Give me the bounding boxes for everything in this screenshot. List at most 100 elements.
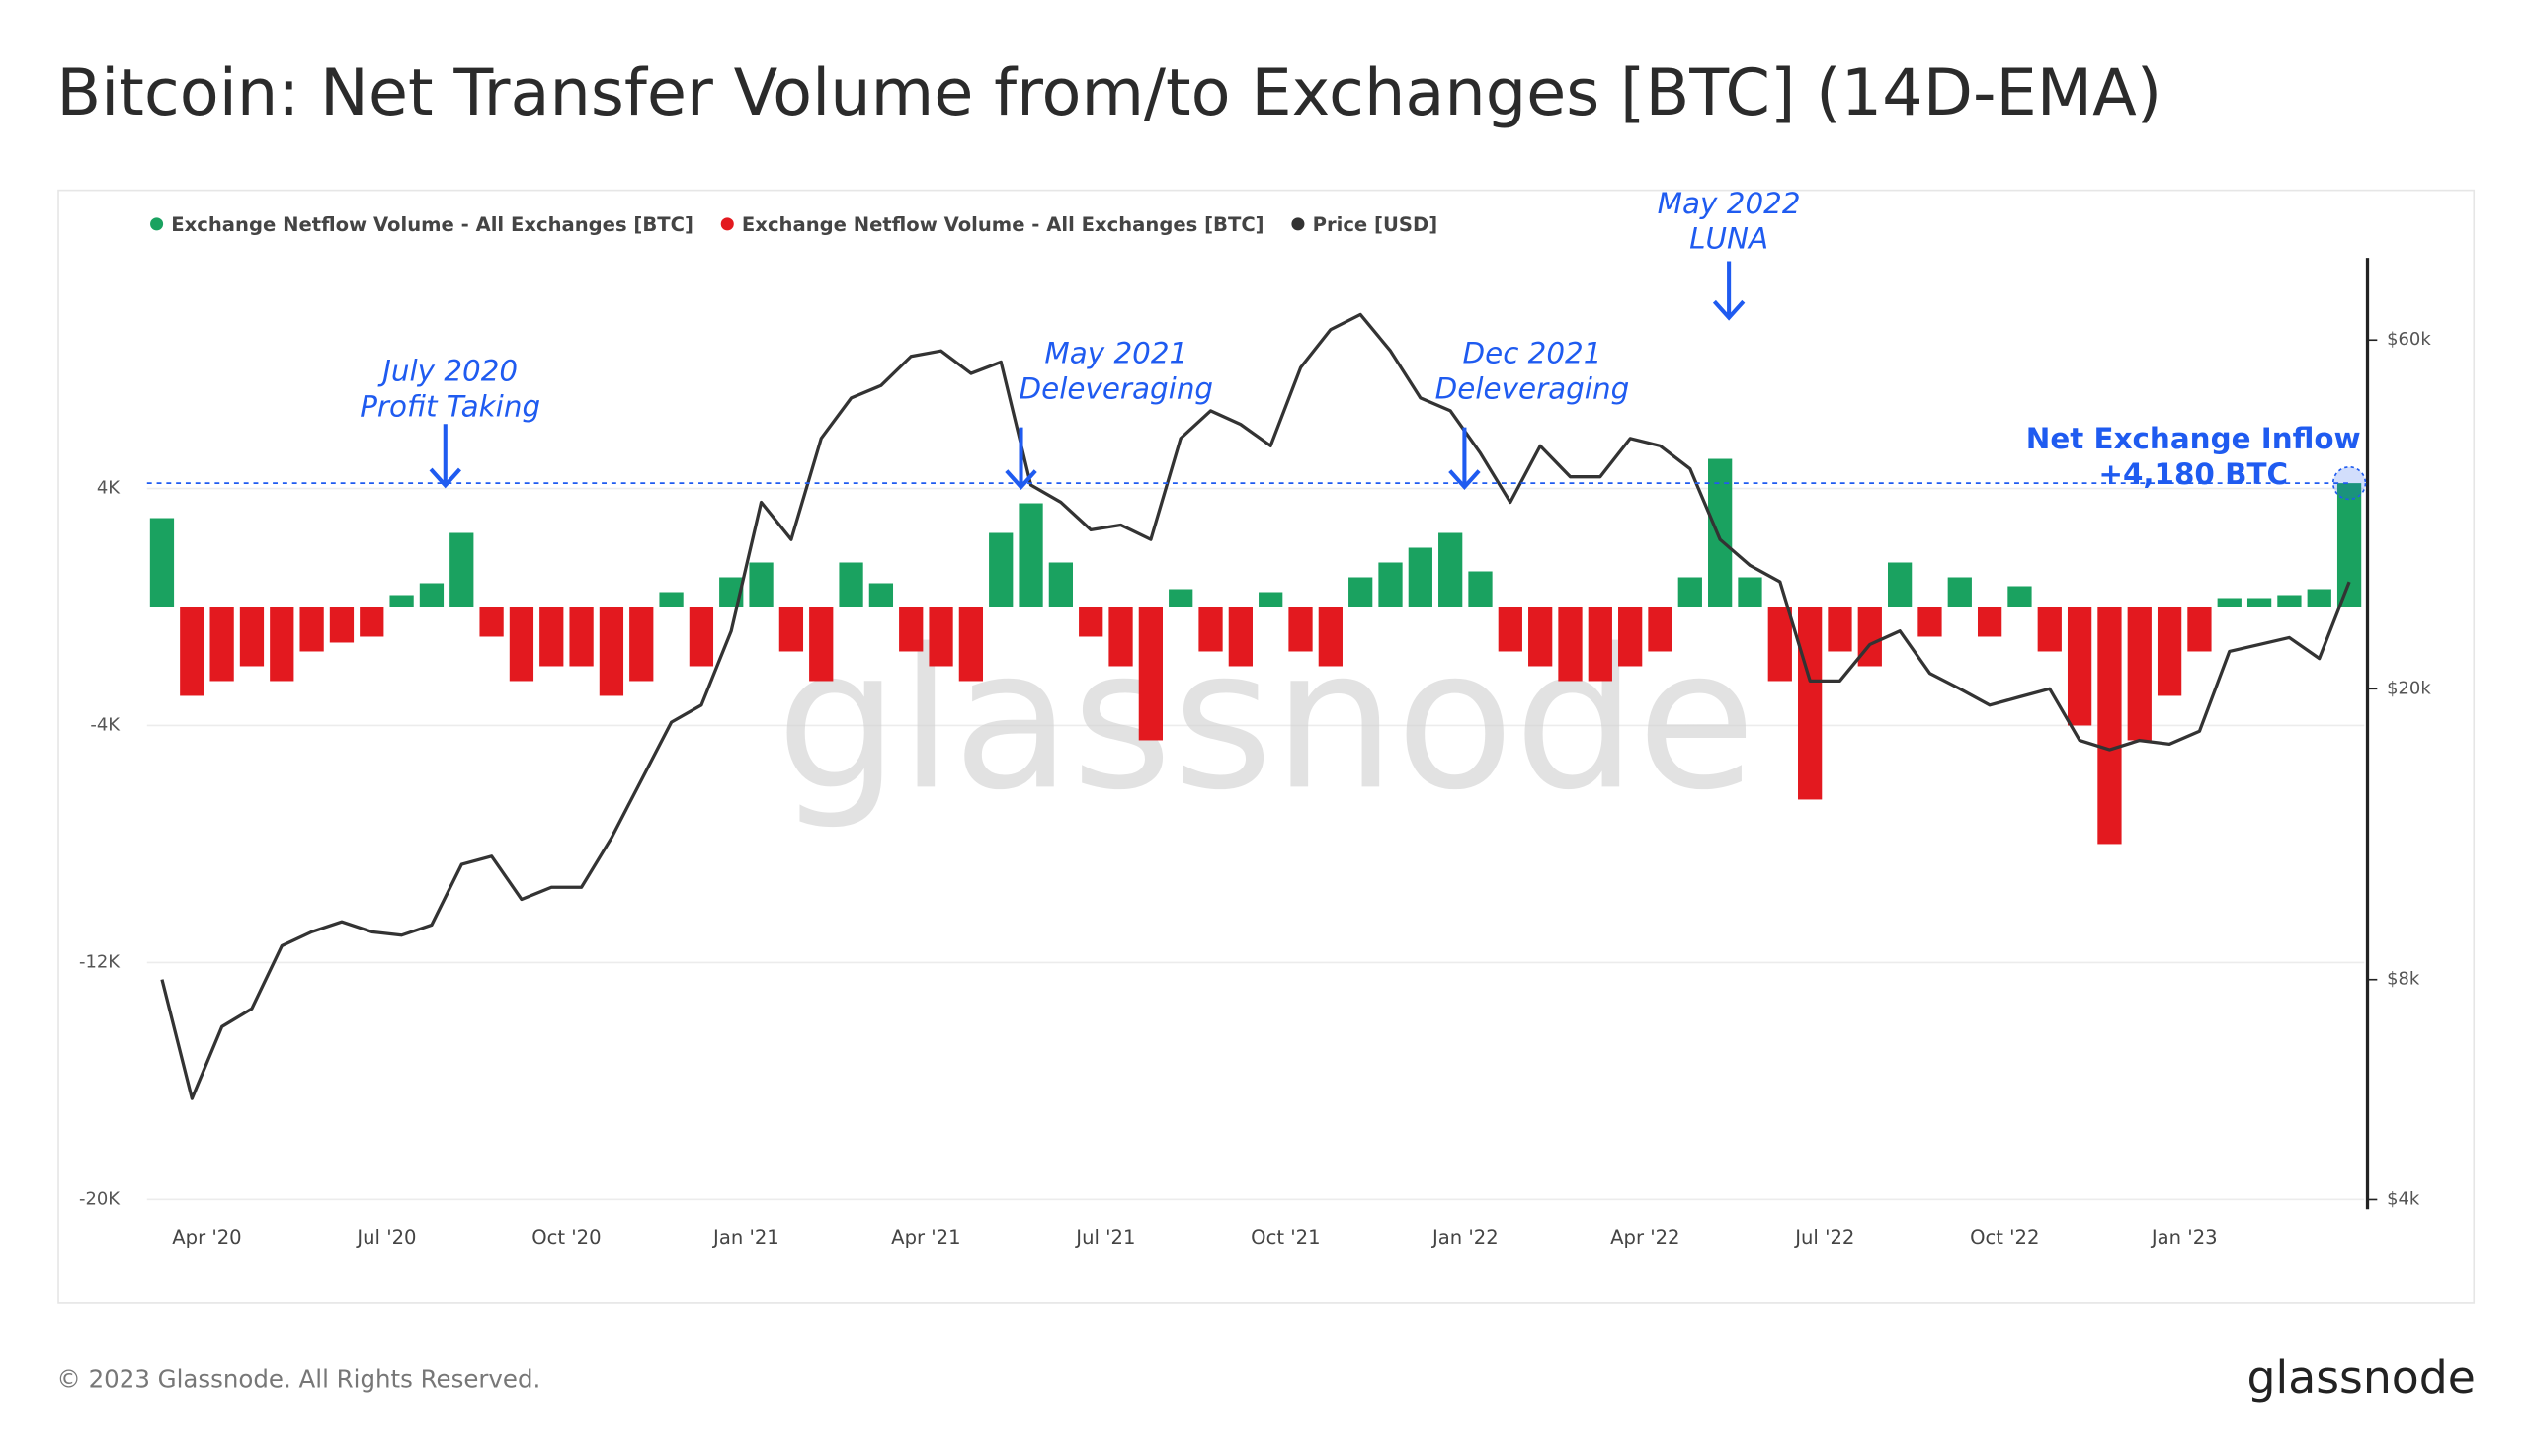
- bar: [479, 607, 504, 637]
- bar: [149, 518, 175, 607]
- bar: [2037, 607, 2062, 652]
- bar: [1798, 607, 1823, 800]
- legend-label: Price [USD]: [1313, 213, 1438, 236]
- bar: [1528, 607, 1553, 667]
- bar: [2187, 607, 2212, 652]
- bar: [1677, 577, 1702, 607]
- bar: [1887, 562, 1913, 607]
- copyright: © 2023 Glassnode. All Rights Reserved.: [56, 1364, 540, 1393]
- x-tick-label: Oct '21: [1251, 1226, 1320, 1249]
- bar: [1498, 607, 1522, 652]
- legend-label: Exchange Netflow Volume - All Exchanges …: [742, 213, 1264, 236]
- bar: [1198, 607, 1223, 652]
- bar: [989, 532, 1014, 607]
- bar: [809, 607, 834, 682]
- bar: [2246, 598, 2272, 607]
- bar: [1438, 532, 1463, 607]
- bar: [629, 607, 654, 682]
- annotation: LUNA: [1689, 222, 1768, 256]
- annotation: Deleveraging: [1020, 372, 1214, 406]
- bar: [689, 607, 714, 667]
- bar: [749, 562, 774, 607]
- annotation: Deleveraging: [1435, 372, 1630, 406]
- bar: [449, 532, 474, 607]
- legend-marker: [720, 217, 734, 231]
- bar: [1468, 571, 1493, 607]
- price-line: [160, 312, 2351, 1100]
- bar: [2067, 607, 2092, 726]
- y-tick-label: 4K: [97, 478, 121, 499]
- y-tick-label: -12K: [79, 951, 121, 972]
- bar: [2217, 598, 2242, 607]
- bar: [539, 607, 564, 667]
- bar: [2307, 589, 2331, 607]
- bar: [329, 607, 355, 643]
- bar: [1138, 607, 1163, 741]
- annotation: July 2020: [377, 355, 518, 388]
- x-tick-label: Apr '20: [172, 1226, 241, 1249]
- y-tick-label: -4K: [90, 714, 121, 735]
- bar: [778, 607, 804, 652]
- x-tick-label: Jan '23: [2150, 1226, 2218, 1249]
- y2-tick-label: $8k: [2387, 969, 2420, 990]
- bar: [1947, 577, 1972, 607]
- bar: [389, 595, 414, 607]
- legend-marker: [1291, 217, 1305, 231]
- x-tick-label: Oct '20: [531, 1226, 601, 1249]
- legend-marker: [150, 217, 164, 231]
- bar: [899, 607, 924, 652]
- bar: [659, 592, 684, 607]
- bar: [299, 607, 324, 652]
- annotation: Net Exchange Inflow: [2026, 422, 2361, 455]
- bar: [509, 607, 534, 682]
- bar: [2277, 595, 2302, 607]
- bar: [1169, 589, 1193, 607]
- bar: [419, 583, 445, 607]
- y2-tick-label: $4k: [2387, 1188, 2420, 1209]
- bar: [1378, 562, 1403, 607]
- bar: [1288, 607, 1313, 652]
- y-tick-label: -20K: [79, 1188, 121, 1209]
- bar: [2097, 607, 2122, 845]
- bar: [2127, 607, 2152, 741]
- y2-tick-label: $20k: [2387, 678, 2431, 698]
- chart-title: Bitcoin: Net Transfer Volume from/to Exc…: [56, 55, 2162, 130]
- bar: [1588, 607, 1612, 682]
- bar: [1857, 607, 1882, 667]
- bar: [1738, 577, 1762, 607]
- x-tick-label: Oct '22: [1970, 1226, 2039, 1249]
- legend-label: Exchange Netflow Volume - All Exchanges …: [171, 213, 693, 236]
- bar: [1108, 607, 1133, 667]
- annotation: May 2022: [1658, 187, 1801, 220]
- bar: [1408, 547, 1432, 607]
- bar: [929, 607, 953, 667]
- bar: [599, 607, 624, 696]
- bar: [1648, 607, 1672, 652]
- bar: [1228, 607, 1253, 667]
- bar: [2157, 607, 2182, 696]
- bar: [839, 562, 863, 607]
- bar: [360, 607, 384, 637]
- bar: [1828, 607, 1852, 652]
- x-tick-label: Apr '22: [1610, 1226, 1679, 1249]
- bar: [1977, 607, 2002, 637]
- x-tick-label: Apr '21: [891, 1226, 960, 1249]
- annotation-arrow: [1005, 427, 1037, 491]
- annotation: Profit Taking: [360, 389, 540, 423]
- bar: [1048, 562, 1074, 607]
- bar: [1079, 607, 1103, 637]
- bar: [1019, 503, 1043, 607]
- bar: [239, 607, 265, 667]
- bar: [180, 607, 204, 696]
- bar: [1917, 607, 1942, 637]
- x-tick-label: Jul '21: [1074, 1226, 1135, 1249]
- x-tick-label: Jan '22: [1430, 1226, 1499, 1249]
- bar: [868, 583, 894, 607]
- bar: [1259, 592, 1283, 607]
- annotation: Dec 2021: [1462, 337, 1601, 370]
- annotation-arrow: [1712, 261, 1746, 321]
- logo: glassnode: [2247, 1351, 2476, 1404]
- bar: [2007, 586, 2032, 607]
